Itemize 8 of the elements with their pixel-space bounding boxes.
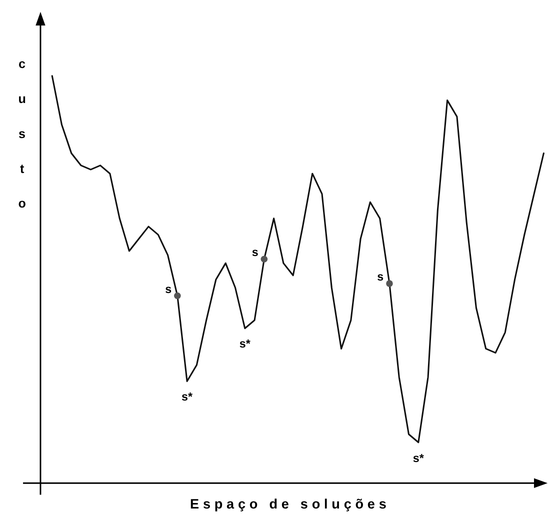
annotation: s [252, 246, 258, 260]
annotation: s* [239, 338, 251, 351]
text: custo [18, 57, 26, 211]
annotation: s [377, 270, 384, 284]
annotation: s* [182, 390, 194, 404]
annotation: s [165, 282, 172, 296]
annotation: s* [412, 452, 424, 465]
x-axis-title: Espaço de soluções [190, 496, 390, 512]
